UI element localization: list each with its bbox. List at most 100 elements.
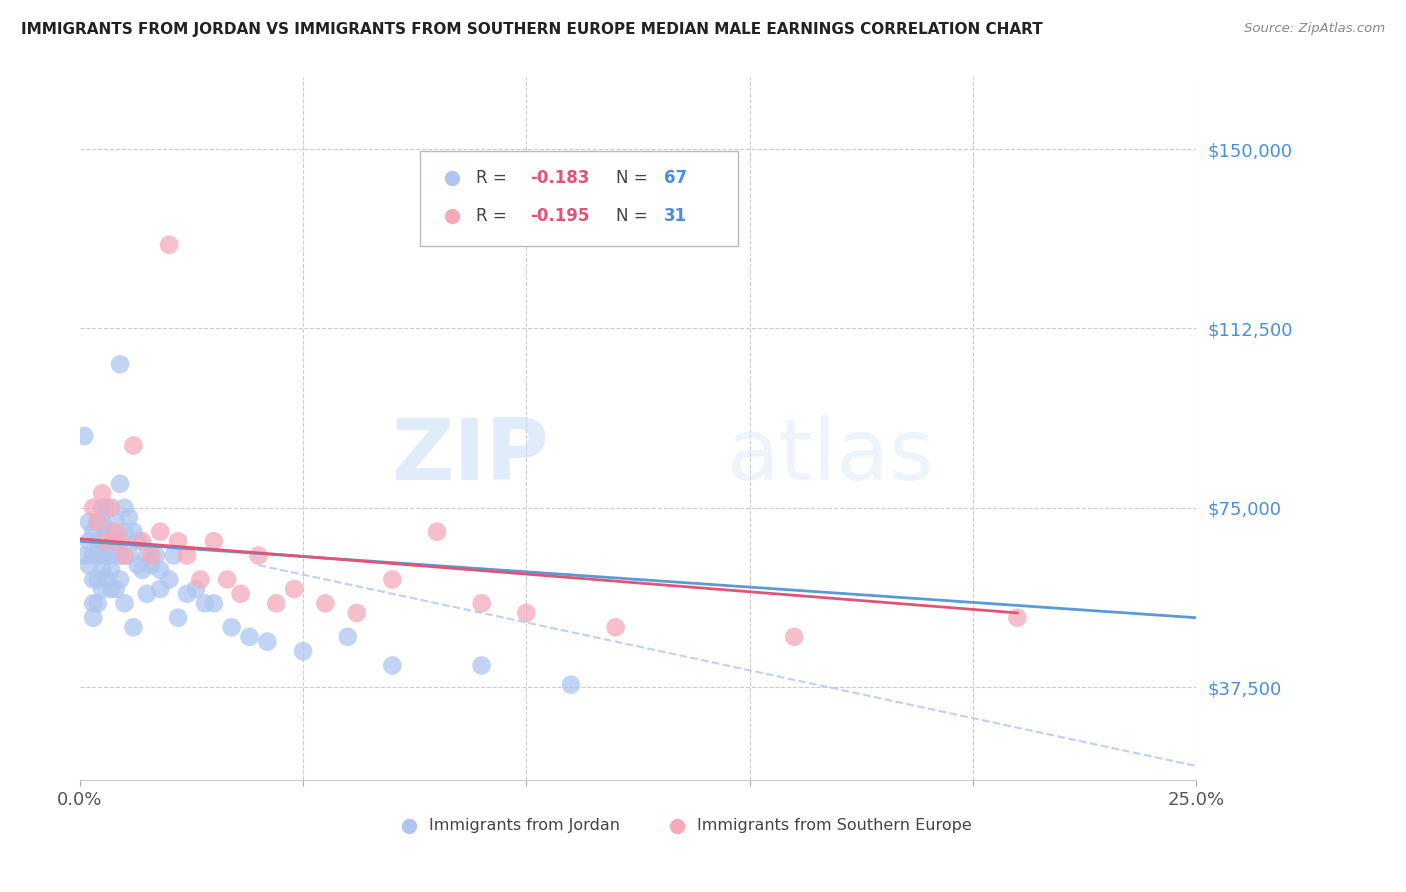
Text: atlas: atlas <box>727 416 935 499</box>
Point <box>135 549 157 563</box>
Point <box>91 534 114 549</box>
Point <box>471 596 494 610</box>
Point <box>91 486 114 500</box>
Point <box>91 515 114 529</box>
Point <box>82 500 104 515</box>
Point <box>108 549 131 563</box>
Point <box>87 515 110 529</box>
Point <box>292 644 315 658</box>
Point <box>82 549 104 563</box>
Point <box>605 620 627 634</box>
Point <box>176 587 198 601</box>
Point <box>238 630 260 644</box>
Text: N =: N = <box>616 207 652 225</box>
Point <box>184 582 207 596</box>
Point <box>96 500 118 515</box>
Point <box>135 587 157 601</box>
Point <box>176 549 198 563</box>
Point <box>167 534 190 549</box>
Point <box>471 658 494 673</box>
Point <box>167 610 190 624</box>
Point <box>194 596 217 610</box>
Point <box>87 573 110 587</box>
Point <box>100 524 122 539</box>
Text: IMMIGRANTS FROM JORDAN VS IMMIGRANTS FROM SOUTHERN EUROPE MEDIAN MALE EARNINGS C: IMMIGRANTS FROM JORDAN VS IMMIGRANTS FRO… <box>21 22 1043 37</box>
Point <box>162 549 184 563</box>
Point <box>82 524 104 539</box>
Point <box>114 596 136 610</box>
Point <box>82 610 104 624</box>
Point <box>100 563 122 577</box>
Point <box>87 515 110 529</box>
Text: N =: N = <box>616 169 652 187</box>
Point <box>247 549 270 563</box>
Text: R =: R = <box>477 169 512 187</box>
Point <box>346 606 368 620</box>
Point <box>73 429 96 443</box>
Point <box>100 549 122 563</box>
Point <box>118 510 141 524</box>
Point <box>82 596 104 610</box>
Point <box>783 630 806 644</box>
Point <box>141 558 163 573</box>
Point <box>1007 610 1029 624</box>
Point <box>131 563 153 577</box>
Point <box>131 534 153 549</box>
Point <box>96 573 118 587</box>
Text: ZIP: ZIP <box>391 416 548 499</box>
Text: Immigrants from Southern Europe: Immigrants from Southern Europe <box>697 819 972 833</box>
Point <box>77 534 100 549</box>
Text: 67: 67 <box>664 169 686 187</box>
Point <box>256 634 278 648</box>
Point <box>283 582 305 596</box>
Point <box>104 582 127 596</box>
Point <box>91 549 114 563</box>
Point <box>96 534 118 549</box>
Point <box>229 587 252 601</box>
Point <box>77 515 100 529</box>
Text: -0.195: -0.195 <box>530 207 589 225</box>
Point <box>82 573 104 587</box>
Text: 31: 31 <box>664 207 686 225</box>
Point <box>145 549 167 563</box>
Point <box>104 534 127 549</box>
Point <box>77 558 100 573</box>
Point <box>91 582 114 596</box>
Point <box>122 524 145 539</box>
Point <box>217 573 239 587</box>
Point <box>190 573 212 587</box>
Text: Immigrants from Jordan: Immigrants from Jordan <box>429 819 620 833</box>
Point <box>100 500 122 515</box>
Point <box>118 549 141 563</box>
Point <box>314 596 336 610</box>
Text: -0.183: -0.183 <box>530 169 589 187</box>
Point <box>96 524 118 539</box>
Point <box>149 582 172 596</box>
Point <box>108 476 131 491</box>
Point <box>122 620 145 634</box>
Point <box>202 534 225 549</box>
Point <box>114 500 136 515</box>
FancyBboxPatch shape <box>420 152 738 246</box>
Point <box>127 534 149 549</box>
Point <box>221 620 243 634</box>
Point <box>122 439 145 453</box>
Point <box>87 596 110 610</box>
Point <box>87 534 110 549</box>
Point <box>426 524 449 539</box>
Text: Source: ZipAtlas.com: Source: ZipAtlas.com <box>1244 22 1385 36</box>
Point <box>202 596 225 610</box>
Point <box>560 678 582 692</box>
Point <box>157 237 180 252</box>
Point <box>104 515 127 529</box>
Point <box>157 573 180 587</box>
Point <box>381 573 404 587</box>
Point <box>87 549 110 563</box>
Point <box>336 630 359 644</box>
Point <box>91 500 114 515</box>
Point <box>108 573 131 587</box>
Text: R =: R = <box>477 207 512 225</box>
Point <box>141 549 163 563</box>
Point <box>114 524 136 539</box>
Point <box>266 596 288 610</box>
